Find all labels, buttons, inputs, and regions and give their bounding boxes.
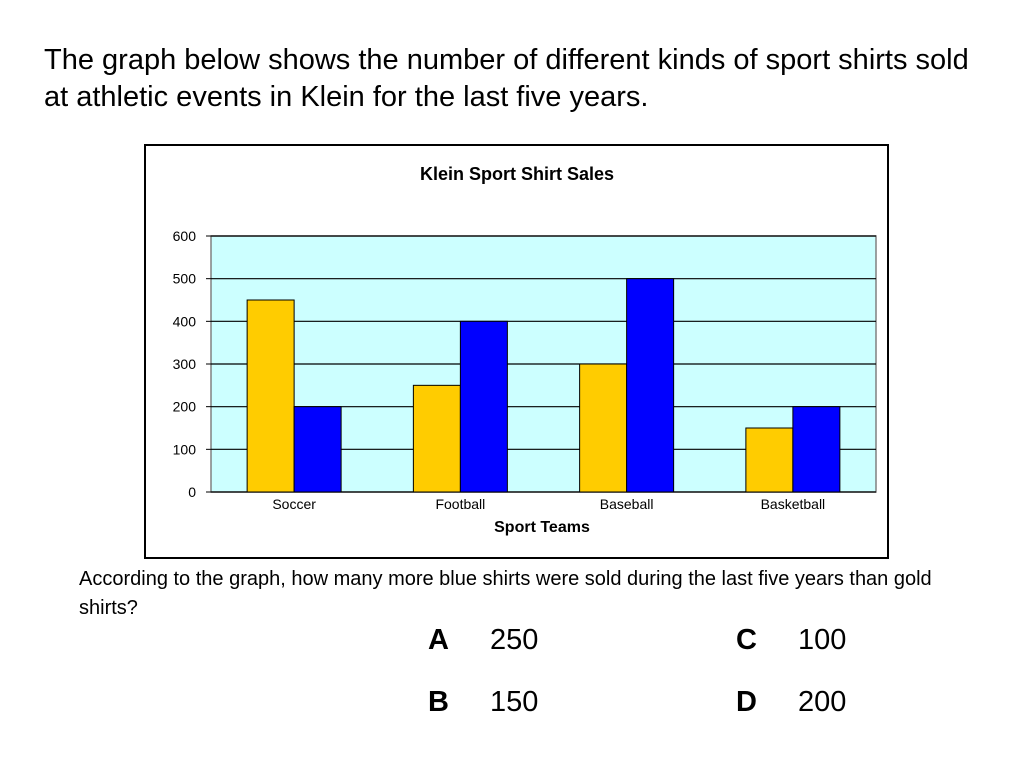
y-tick-label: 500 (173, 271, 197, 287)
bar (626, 278, 675, 493)
bar (745, 427, 794, 493)
choice-letter: D (736, 686, 757, 718)
bar (412, 384, 461, 493)
choice-value: 150 (490, 686, 539, 718)
chart-frame: Klein Sport Shirt Sales 0 100 200 300 400 500… (144, 144, 889, 559)
bar (293, 406, 342, 493)
x-tick-label: Soccer (272, 496, 316, 512)
intro-text: The graph below shows the number of diff… (44, 44, 969, 113)
x-axis-label: Sport Teams (494, 519, 590, 536)
bar (792, 406, 841, 493)
y-tick-label: 200 (173, 399, 197, 415)
choice-value: 200 (798, 686, 847, 718)
choice-letter: B (428, 686, 449, 718)
question-text: According to the graph, how many more bl… (79, 568, 932, 619)
plot-area: 0 100 200 300 400 500 600 Soccer Football Basebal… (173, 228, 877, 512)
choice-value: 100 (798, 624, 847, 656)
chart-title: Klein Sport Shirt Sales (420, 164, 614, 184)
choice-letter: A (428, 624, 449, 656)
answer-choice-b[interactable]: B 150 (428, 685, 588, 721)
answer-choice-a[interactable]: A 250 (428, 623, 588, 659)
choice-letter: C (736, 624, 757, 656)
bar (246, 299, 295, 493)
bar (579, 363, 628, 493)
x-tick-label: Baseball (600, 496, 654, 512)
answer-choice-d[interactable]: D 200 (736, 685, 896, 721)
bar (459, 320, 508, 493)
answer-choice-c[interactable]: C 100 (736, 623, 896, 659)
y-tick-label: 300 (173, 356, 197, 372)
y-tick-label: 100 (173, 441, 197, 457)
y-tick-label: 0 (188, 484, 196, 500)
y-tick-label: 400 (173, 313, 197, 329)
y-tick-label: 600 (173, 228, 197, 244)
bar-chart: Klein Sport Shirt Sales 0 100 200 300 400 500… (173, 164, 877, 536)
x-tick-label: Basketball (761, 496, 826, 512)
x-tick-label: Football (435, 496, 485, 512)
choice-value: 250 (490, 624, 539, 656)
